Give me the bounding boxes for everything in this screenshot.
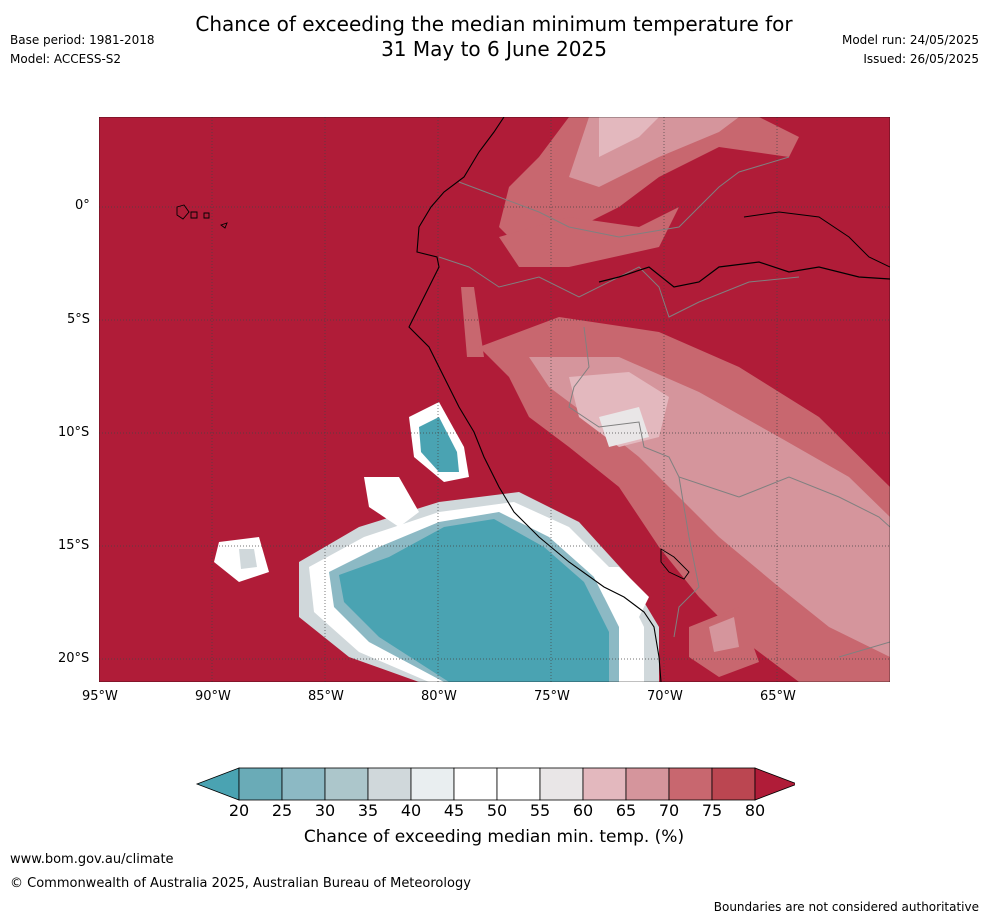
colorbar-arrow-low [195,767,240,801]
colorbar-label: Chance of exceeding median min. temp. (%… [303,827,685,847]
rio-negro [743,211,890,268]
model-run: Model run: 24/05/2025 [841,33,979,47]
colorbar-arrow-high [754,767,795,801]
model-name: Model: ACCESS-S2 [10,52,122,66]
lon-label-95w: 95°W [82,689,118,704]
colorbar-tick-label: 80 [744,801,766,820]
colorbar-tick-label: 65 [615,801,637,820]
colorbar-tick-label: 30 [314,801,336,820]
colorbar-segment [410,767,455,801]
lon-label-85w: 85°W [308,689,344,704]
lat-label-0: 0° [75,198,90,213]
lon-label-90w: 90°W [195,689,231,704]
boundary-disclaimer: Boundaries are not considered authoritat… [713,900,979,914]
colorbar-segment [668,767,713,801]
colorbar-tick-label: 40 [400,801,422,820]
amazon-river [598,261,890,288]
colorbar-tick-label: 70 [658,801,680,820]
issued-date: Issued: 26/05/2025 [863,52,979,66]
lon-label-75w: 75°W [534,689,570,704]
lat-label-20s: 20°S [58,651,90,666]
probability-map [99,117,890,682]
lat-label-10s: 10°S [58,425,90,440]
colorbar [195,767,795,801]
lon-label-70w: 70°W [647,689,683,704]
coastline [408,117,662,682]
colorbar-tick-label: 75 [701,801,723,820]
colorbar-segment [539,767,584,801]
lon-label-80w: 80°W [421,689,457,704]
colorbar-ticks: 20 25 30 35 40 45 50 55 60 65 70 75 80 [0,801,988,823]
colorbar-segment [281,767,326,801]
colorbar-segment [711,767,756,801]
inland-pink-region [461,117,890,682]
country-borders [438,156,890,658]
colorbar-tick-label: 35 [357,801,379,820]
galapagos-islands [176,204,228,229]
colorbar-segment [324,767,369,801]
colorbar-tick-label: 45 [443,801,465,820]
colorbar-tick-label: 50 [486,801,508,820]
colorbar-segment [496,767,541,801]
colorbar-tick-label: 20 [228,801,250,820]
map-title: Chance of exceeding the median minimum t… [0,12,988,62]
colorbar-segment [238,767,283,801]
title-line-1: Chance of exceeding the median minimum t… [195,12,793,36]
colorbar-tick-label: 55 [529,801,551,820]
colorbar-tick-label: 60 [572,801,594,820]
base-period: Base period: 1981-2018 [10,33,155,47]
colorbar-segment [367,767,412,801]
website-url: www.bom.gov.au/climate [10,852,174,867]
colorbar-tick-label: 25 [271,801,293,820]
copyright: © Commonwealth of Australia 2025, Austra… [10,876,471,891]
lon-label-65w: 65°W [760,689,796,704]
lake-titicaca [660,548,690,580]
lat-label-5s: 5°S [67,312,91,327]
title-line-2: 31 May to 6 June 2025 [381,37,607,61]
lat-label-15s: 15°S [58,538,90,553]
colorbar-segment [625,767,670,801]
graticule [99,117,890,682]
colorbar-segment [453,767,498,801]
colorbar-segment [582,767,627,801]
